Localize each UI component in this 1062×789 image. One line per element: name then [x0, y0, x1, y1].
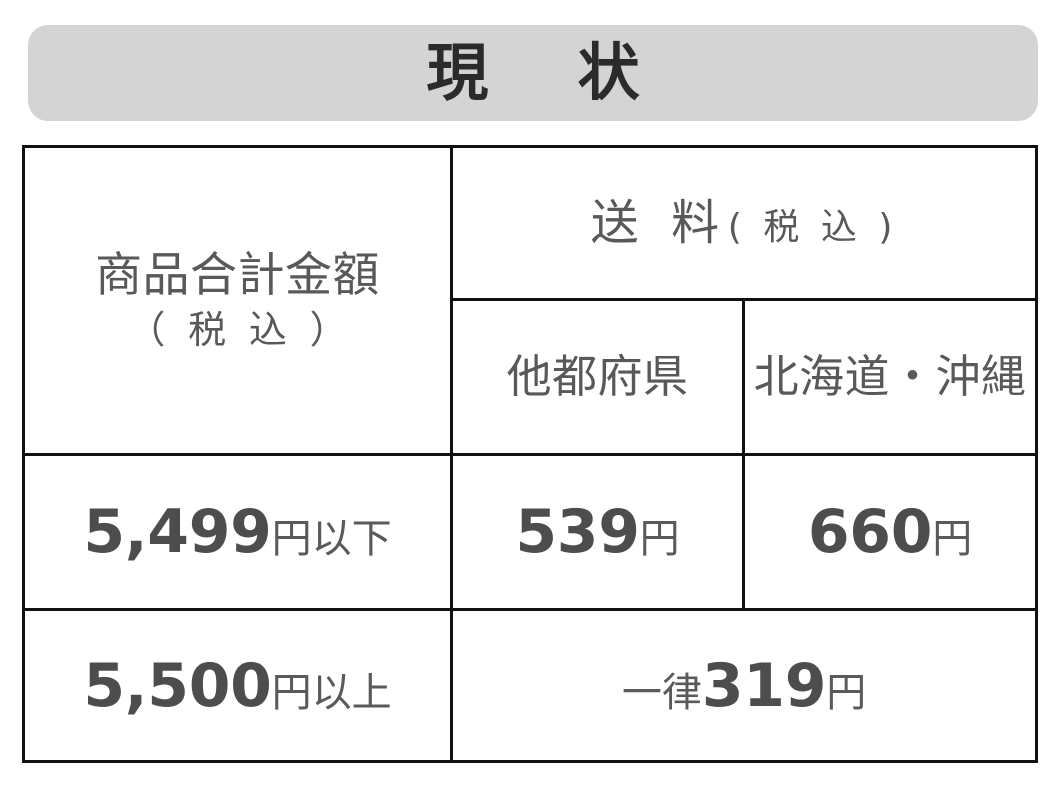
header-amount-text: 商品合計金額 （ 税 込 ） [25, 248, 450, 352]
amount-tier-1-value: 5,499 [83, 497, 272, 567]
fee-hokkaido-tier-1-unit: 円 [932, 516, 973, 562]
fee-other-tier-1-value: 539 [515, 497, 640, 567]
header-amount-label-sub: （ 税 込 ） [127, 307, 353, 352]
amount-tier-2-unit: 円以上 [271, 669, 392, 716]
fee-flat-tier-2-prefix: 一律 [621, 669, 702, 716]
header-shipping-label-main: 送 料 [590, 194, 728, 251]
header-cell-region-other: 他都府県 [450, 298, 745, 456]
page-title: 現 状 [426, 36, 654, 109]
fee-other-tier-1-text: 539円 [515, 502, 679, 562]
header-cell-region-hokkaido-okinawa: 北海道・沖縄 [741, 298, 1039, 456]
header-shipping-label-paren: ( 税 込 ) [727, 206, 898, 248]
amount-tier-2-text: 5,500円以上 [83, 656, 391, 716]
table-row: 5,500円以上 一律319円 [22, 608, 1039, 763]
fee-hokkaido-tier-1-value: 660 [807, 497, 933, 567]
table-row: 5,499円以下 539円 660円 [22, 453, 1039, 611]
table-header-row-1: 商品合計金額 （ 税 込 ） 送 料( 税 込 ) [22, 145, 1039, 456]
cell-amount-tier-1: 5,499円以下 [22, 453, 453, 611]
header-shipping-text: 送 料( 税 込 ) [591, 195, 898, 252]
amount-tier-1-text: 5,499円以下 [83, 502, 391, 562]
cell-fee-flat-tier-2: 一律319円 [449, 608, 1039, 763]
fee-flat-tier-2-unit: 円 [826, 669, 867, 716]
header-region-other-label: 他都府県 [506, 350, 689, 404]
fee-other-tier-1-unit: 円 [639, 516, 680, 562]
table-header-row-2: 他都府県 北海道・沖縄 [24, 298, 1039, 456]
fee-hokkaido-tier-1-text: 660円 [808, 502, 972, 562]
cell-amount-tier-2: 5,500円以上 [22, 608, 453, 763]
header-cell-shipping: 送 料( 税 込 ) [449, 145, 1039, 301]
cell-fee-other-tier-1: 539円 [450, 453, 745, 611]
header-amount-label-main: 商品合計金額 [95, 248, 380, 304]
amount-tier-2-value: 5,500 [83, 650, 272, 721]
fee-flat-tier-2-value: 319 [701, 650, 827, 721]
cell-fee-hokkaido-tier-1: 660円 [741, 453, 1039, 611]
shipping-fee-table: 商品合計金額 （ 税 込 ） 送 料( 税 込 ) 他都府県 北海道・沖縄 [22, 145, 1039, 763]
amount-tier-1-unit: 円以下 [271, 516, 392, 562]
fee-flat-tier-2-text: 一律319円 [622, 656, 866, 716]
header-region-hokkaido-okinawa-label: 北海道・沖縄 [753, 350, 1027, 404]
section-title-banner: 現 状 [28, 25, 1038, 121]
header-cell-amount: 商品合計金額 （ 税 込 ） [22, 145, 453, 456]
